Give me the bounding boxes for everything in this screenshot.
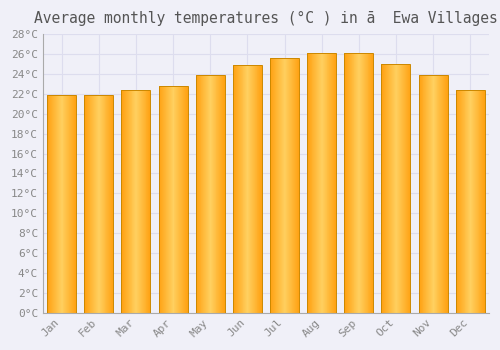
Bar <box>456 90 485 313</box>
Title: Average monthly temperatures (°C ) in ā  Ewa Villages: Average monthly temperatures (°C ) in ā … <box>34 11 498 26</box>
Bar <box>47 95 76 313</box>
Bar <box>196 75 224 313</box>
Bar <box>382 64 410 313</box>
Bar <box>122 90 150 313</box>
Bar <box>307 53 336 313</box>
Bar <box>270 58 299 313</box>
Bar <box>418 75 448 313</box>
Bar <box>233 65 262 313</box>
Bar <box>344 53 374 313</box>
Bar <box>84 95 113 313</box>
Bar <box>158 86 188 313</box>
